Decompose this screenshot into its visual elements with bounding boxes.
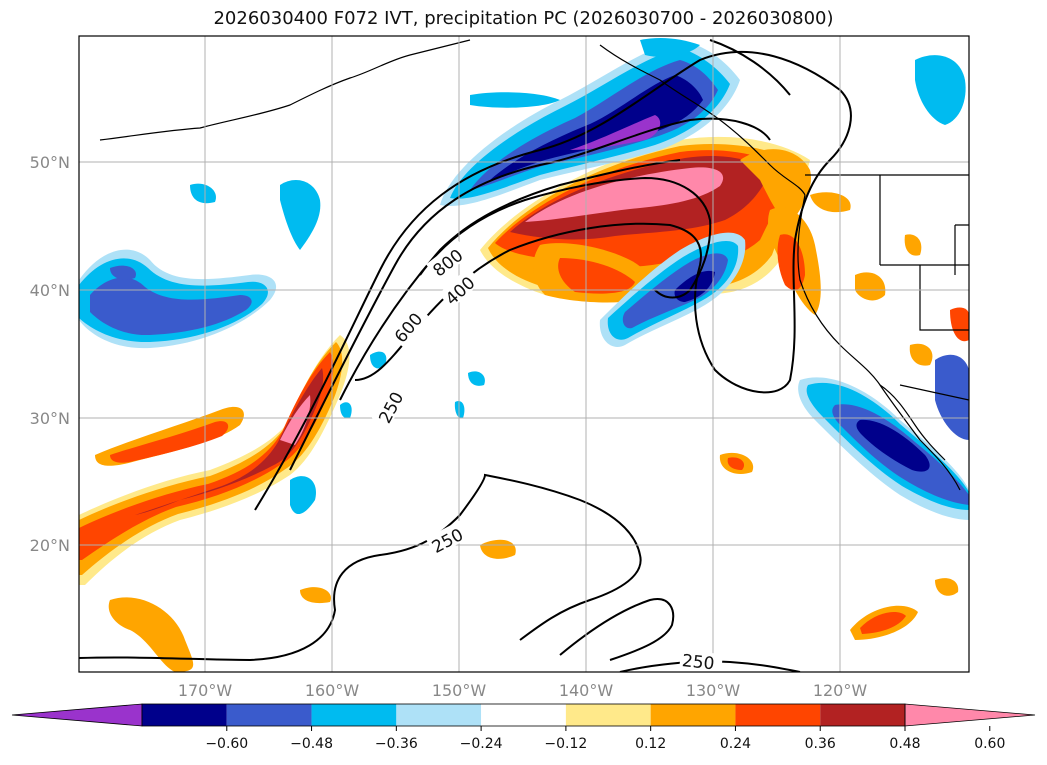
ivt-contour-250-outer — [254, 51, 852, 511]
colorbar-segment — [820, 704, 905, 726]
us-state-borders — [879, 175, 969, 331]
colorbar-tick-label: −0.36 — [375, 736, 418, 752]
coastlines — [99, 39, 969, 491]
map-title: 2026030400 F072 IVT, precipitation PC (2… — [213, 8, 834, 29]
colorbar-frame — [141, 703, 906, 727]
colorbar-segment — [142, 704, 227, 726]
colorbar-tick-label: 0.24 — [720, 736, 751, 752]
colorbar-segment — [481, 704, 566, 726]
colorbar-segment — [565, 704, 651, 726]
colorbar-extend-high — [904, 703, 1036, 727]
lat-label-20n: 20°N — [30, 536, 70, 555]
lon-label-170w: 170°W — [178, 681, 233, 700]
lat-label-30n: 30°N — [30, 409, 70, 428]
ivt-contour-250-inner-south — [559, 598, 675, 661]
lon-label-160w: 160°W — [305, 681, 360, 700]
colorbar-segment — [226, 704, 312, 726]
colorbar-segment — [650, 704, 736, 726]
lat-label-50n: 50°N — [30, 153, 70, 172]
bc-coast — [599, 44, 806, 196]
gridlines — [79, 36, 969, 672]
map-frame — [78, 35, 970, 673]
map-plot-area: 800 400 600 250 250 250 — [79, 36, 969, 674]
lon-label-130w: 130°W — [686, 681, 741, 700]
colorbar-tick-label: −0.48 — [290, 736, 333, 752]
colorbar-extend-low — [11, 703, 143, 727]
ivt-contour-250-bottom — [619, 660, 801, 672]
colorbar-tick-label: 0.12 — [635, 736, 666, 752]
contour-labels: 800 400 600 250 250 250 — [371, 239, 723, 674]
ivt-contour-250-south — [79, 473, 642, 662]
us-west-coast — [797, 194, 961, 491]
contour-label-250-bottom: 250 — [681, 651, 715, 674]
ivt-contour-400 — [289, 117, 771, 471]
lon-label-140w: 140°W — [559, 681, 614, 700]
colorbar-tick-label: 0.36 — [805, 736, 836, 752]
baja-california — [879, 384, 946, 461]
colorbar-tick-label: 0.60 — [974, 736, 1005, 752]
colorbar-segment — [735, 704, 821, 726]
colorbar-tick-label: −0.60 — [205, 736, 248, 752]
lon-label-150w: 150°W — [432, 681, 487, 700]
ivt-contour-north-arc — [709, 39, 791, 96]
colorbar-tick-label: −0.24 — [460, 736, 503, 752]
colorbar-segment — [311, 704, 397, 726]
longitude-labels: 170°W 160°W 150°W 140°W 130°W 120°W — [178, 681, 868, 700]
lat-label-40n: 40°N — [30, 281, 70, 300]
lon-label-120w: 120°W — [813, 681, 868, 700]
colorbar: −0.60 −0.48 −0.36 −0.24 −0.12 0.12 0.24 0.36 0.4… — [11, 703, 1036, 752]
colorbar-segment — [396, 704, 482, 726]
us-mexico-border — [899, 384, 969, 401]
precip-negative-regions — [79, 37, 969, 520]
colorbar-tick-label: −0.12 — [544, 736, 587, 752]
aleutian-alaska-coast — [99, 39, 471, 141]
latitude-labels: 50°N 40°N 30°N 20°N — [30, 153, 70, 555]
colorbar-tick-label: 0.48 — [889, 736, 920, 752]
ivt-contour-600 — [339, 159, 681, 401]
